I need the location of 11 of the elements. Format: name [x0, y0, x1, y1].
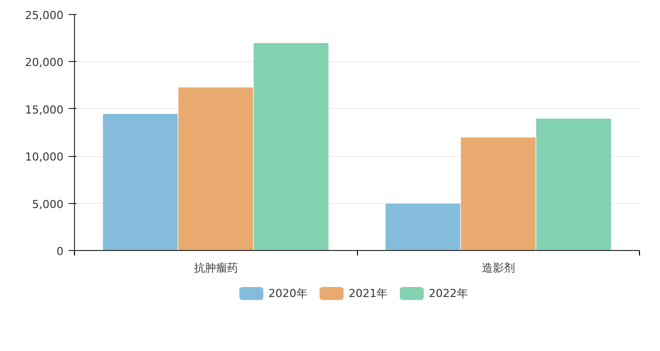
legend-label: 2022年 [428, 287, 468, 300]
x-tick-label: 抗肿瘤药 [194, 262, 238, 274]
x-tick-label: 造影剂 [482, 262, 515, 274]
y-tick-label: 0 [56, 245, 64, 258]
legend-label: 2020年 [268, 287, 308, 300]
legend-label: 2021年 [348, 287, 388, 300]
y-tick-label: 20,000 [25, 56, 64, 70]
y-tick-label: 15,000 [25, 103, 64, 116]
y-tick-label: 10,000 [25, 150, 64, 164]
y-tick-label: 25,000 [25, 9, 64, 22]
y-tick-label: 5,000 [32, 198, 64, 211]
